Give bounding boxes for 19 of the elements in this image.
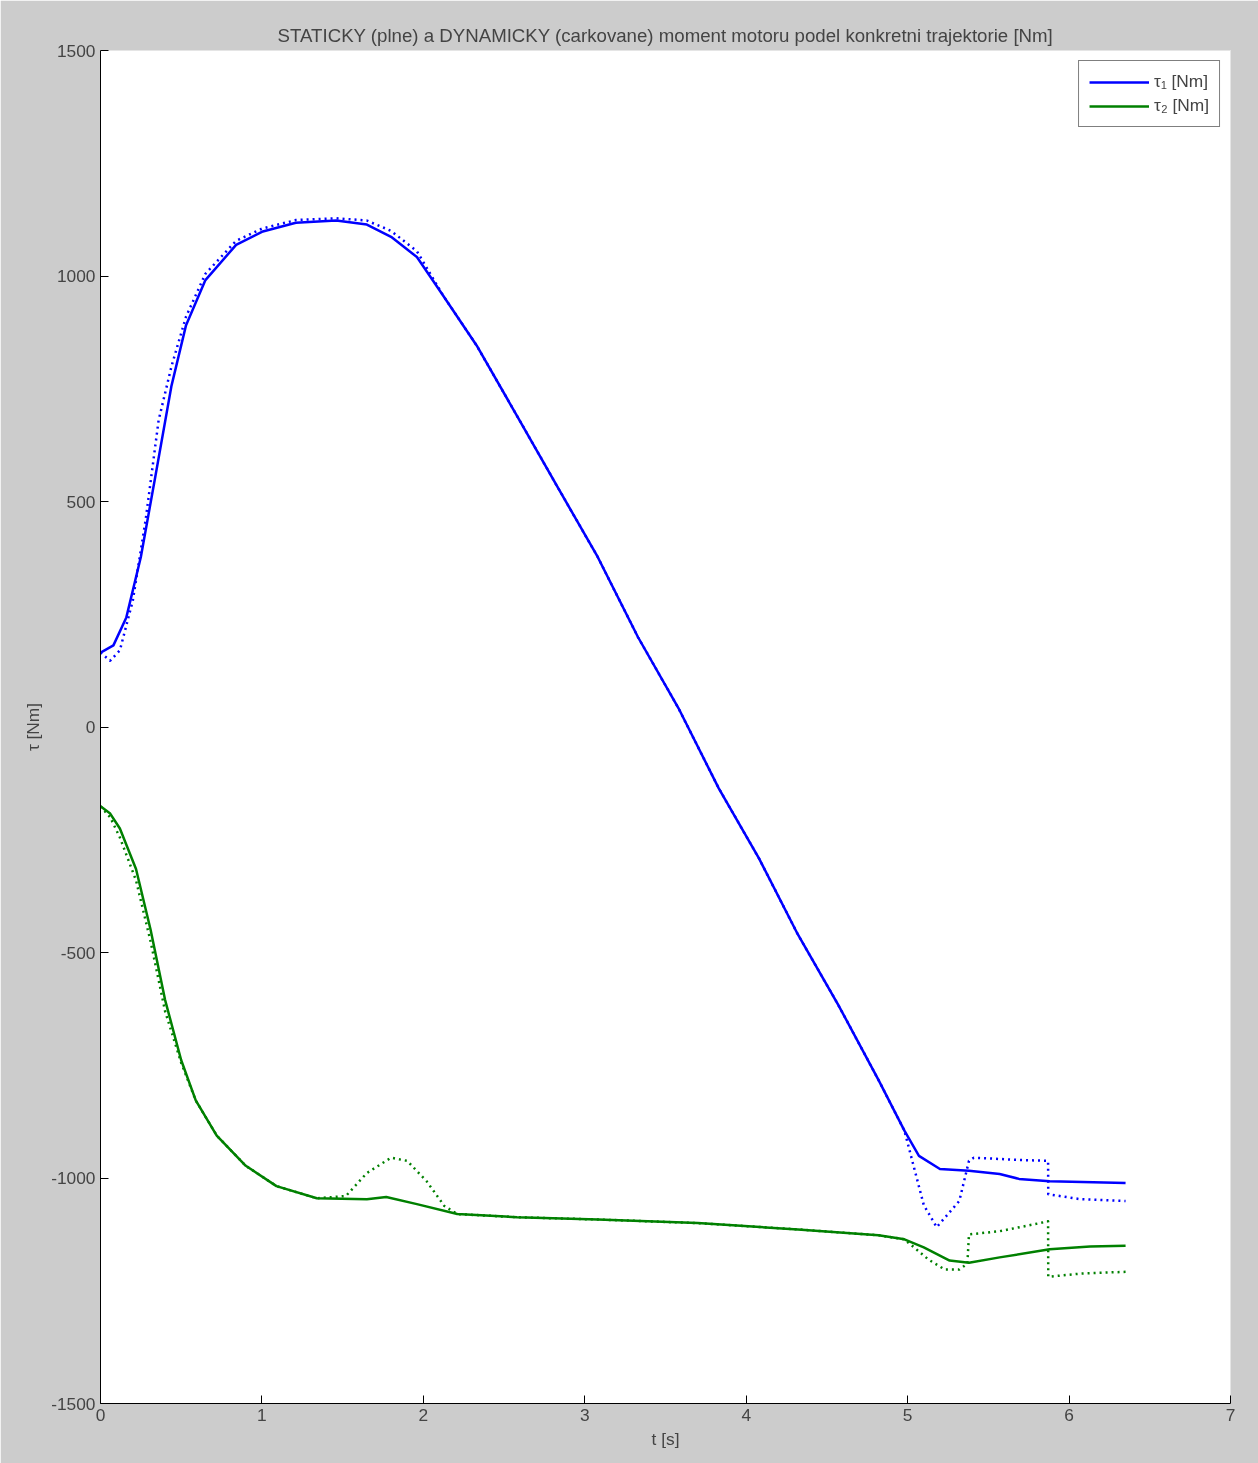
- y-tick-label: -1500: [51, 1393, 96, 1414]
- y-tick-label: 1000: [56, 266, 96, 286]
- x-tick-label: 5: [902, 1404, 913, 1425]
- y-tick-label: 500: [66, 491, 96, 512]
- x-tick-label: 2: [418, 1404, 429, 1425]
- y-tick-label: -1000: [51, 1168, 96, 1188]
- x-axis-title: t [s]: [651, 1428, 680, 1449]
- y-axis-title: τ [Nm]: [23, 702, 44, 752]
- x-tick-label: 3: [579, 1404, 590, 1425]
- chart-title: STATICKY (plne) a DYNAMICKY (carkovane) moment motoru podel konkretni trajektorie [Nm]: [277, 24, 1053, 46]
- x-tick-label: 6: [1064, 1404, 1074, 1425]
- x-tick-label: 1: [257, 1404, 267, 1425]
- y-tick-label: 1500: [56, 40, 96, 61]
- legend-label: τ₂ [Nm]: [1154, 95, 1209, 116]
- legend-label: τ₁ [Nm]: [1154, 71, 1209, 92]
- x-tick-label: 7: [1225, 1404, 1236, 1425]
- x-tick-label: 4: [741, 1404, 752, 1425]
- y-tick-label: -500: [60, 942, 96, 963]
- y-tick-label: 0: [85, 717, 96, 737]
